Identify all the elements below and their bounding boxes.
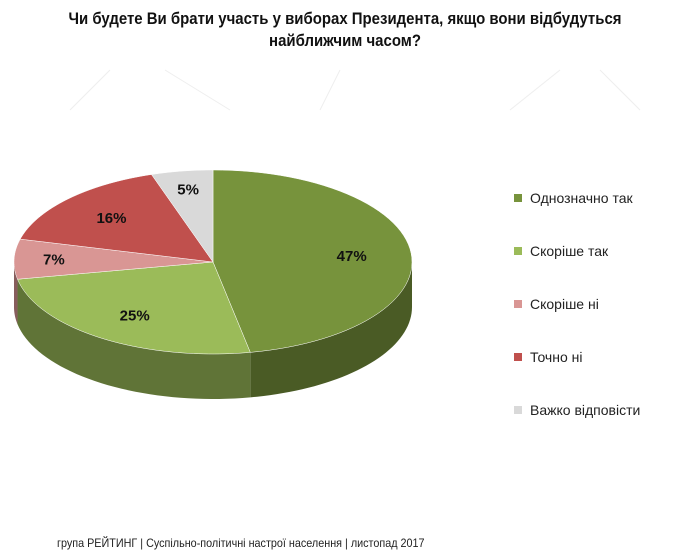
legend-label: Точно ні <box>530 349 583 365</box>
legend-swatch <box>514 406 522 414</box>
footer: група РЕЙТИНГ | Суспільно-політичні наст… <box>57 536 425 550</box>
legend-label: Однозначно так <box>530 190 633 206</box>
legend-swatch <box>514 353 522 361</box>
pie-slice-3 <box>19 174 214 263</box>
data-label: 7% <box>43 252 65 269</box>
legend-label: Важко відповісти <box>530 402 641 418</box>
legend-item: Точно ні <box>514 349 582 365</box>
legend-label: Скоріше так <box>530 243 609 259</box>
pie-slice-1 <box>17 261 251 355</box>
chart-title: Чи будете Ви брати участь у виборах През… <box>68 9 622 50</box>
legend-swatch <box>514 194 522 202</box>
pie-slice-4 <box>151 169 214 263</box>
data-label: 47% <box>337 248 367 265</box>
legend-item: Важко відповісти <box>514 402 640 418</box>
legend-swatch <box>514 247 522 255</box>
pie-slice-2 <box>13 238 214 280</box>
legend-item: Однозначно так <box>514 190 633 206</box>
data-label: 25% <box>120 307 150 324</box>
data-label: 16% <box>96 210 126 227</box>
legend-label: Скоріше ні <box>530 296 599 312</box>
pie-side-1 <box>17 279 251 399</box>
data-label: 5% <box>177 181 199 198</box>
legend-item: Скоріше так <box>514 243 608 259</box>
pie-slice-0 <box>212 169 413 353</box>
pie-side-0 <box>250 262 412 398</box>
legend-swatch <box>514 300 522 308</box>
legend-item: Скоріше ні <box>514 296 599 312</box>
